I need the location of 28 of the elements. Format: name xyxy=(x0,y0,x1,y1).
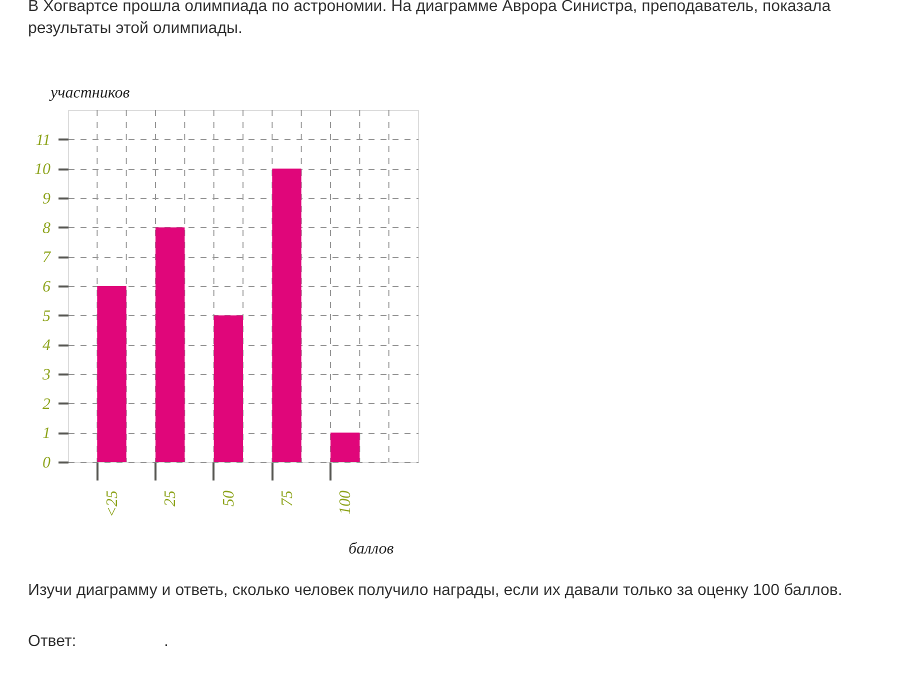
bar xyxy=(272,168,302,462)
x-tick-label: 25 xyxy=(162,490,180,506)
y-tick-label: 9 xyxy=(42,190,50,208)
text: . xyxy=(164,633,168,650)
bar xyxy=(97,286,126,462)
y-tick-label: 11 xyxy=(36,132,50,149)
y-tick-label: 3 xyxy=(42,366,50,384)
text: Изучи диаграмму и ответь, сколько человек получило награды, если их давали только за оценку 100 баллов. xyxy=(28,582,842,599)
bar xyxy=(156,227,185,462)
y-tick-label: 7 xyxy=(42,249,52,266)
y-tick-label: 8 xyxy=(42,220,50,237)
y-axis-title: участников xyxy=(48,84,130,102)
bar xyxy=(330,432,360,462)
x-tick-label: <25 xyxy=(104,490,121,518)
y-tick-label: 4 xyxy=(42,337,50,354)
x-axis-title: баллов xyxy=(348,540,394,558)
y-tick-label: 10 xyxy=(34,161,50,178)
bar xyxy=(214,315,243,462)
x-tick-label: 50 xyxy=(220,490,238,506)
text: Ответ: xyxy=(28,633,76,650)
y-tick-label: 5 xyxy=(42,308,50,325)
y-tick-label: 0 xyxy=(42,454,50,472)
chart-title: В Хогвартсе прошла олимпиада по астрономии. На диаграмме Аврора Синистра, преподаватель, показала результаты этой олимпиады. xyxy=(28,0,831,37)
x-tick-label: 75 xyxy=(278,490,296,506)
y-tick-label: 1 xyxy=(42,425,50,442)
x-tick-label: 100 xyxy=(337,490,354,514)
y-tick-label: 2 xyxy=(42,396,50,413)
y-tick-label: 6 xyxy=(42,278,50,296)
